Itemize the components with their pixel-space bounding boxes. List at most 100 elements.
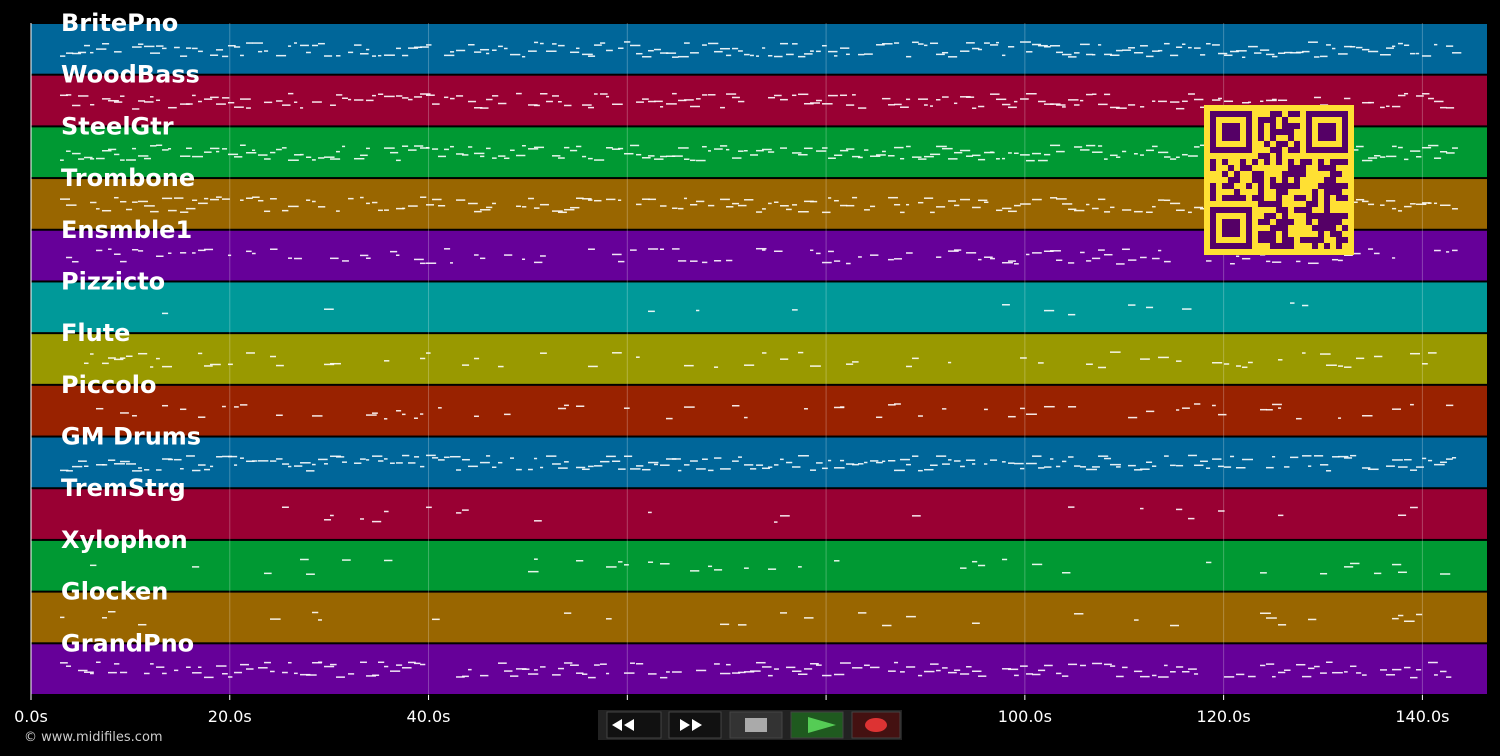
note xyxy=(180,252,187,254)
qr-cell xyxy=(1288,135,1294,141)
note xyxy=(348,197,354,200)
note xyxy=(168,458,174,461)
note xyxy=(708,42,719,45)
note xyxy=(534,520,542,522)
note xyxy=(66,52,74,54)
note xyxy=(1176,46,1183,48)
note xyxy=(390,151,399,154)
note xyxy=(1008,260,1016,262)
note xyxy=(360,53,369,55)
note xyxy=(738,204,747,207)
note xyxy=(924,44,928,47)
note xyxy=(468,100,477,103)
note xyxy=(834,560,840,562)
note xyxy=(1026,413,1037,415)
note xyxy=(1140,45,1148,47)
qr-cell xyxy=(1282,171,1288,177)
note xyxy=(462,364,470,366)
note xyxy=(1116,156,1121,158)
note xyxy=(1176,464,1184,467)
qr-cell xyxy=(1294,111,1300,117)
note xyxy=(1122,248,1130,251)
qr-cell xyxy=(1288,123,1294,129)
note xyxy=(648,461,659,464)
stop-button[interactable] xyxy=(729,711,783,739)
note xyxy=(372,201,378,204)
note xyxy=(546,50,557,52)
note xyxy=(1020,407,1025,410)
qr-cell xyxy=(1330,213,1336,219)
note xyxy=(216,49,224,51)
note xyxy=(246,197,253,199)
note xyxy=(120,460,130,463)
note xyxy=(246,460,255,463)
note xyxy=(594,664,600,666)
note xyxy=(774,94,782,97)
note xyxy=(972,560,978,563)
note xyxy=(708,565,713,568)
play-button[interactable] xyxy=(790,711,844,739)
note xyxy=(1200,106,1205,109)
note xyxy=(96,661,101,664)
note xyxy=(924,670,935,673)
note xyxy=(1104,253,1113,256)
note xyxy=(846,262,851,265)
note xyxy=(312,101,322,103)
note xyxy=(1398,514,1407,517)
note xyxy=(1392,668,1402,671)
rewind-button[interactable] xyxy=(606,711,662,739)
note xyxy=(798,566,802,568)
note xyxy=(1434,43,1438,46)
note xyxy=(720,672,731,675)
note xyxy=(1008,106,1017,109)
note xyxy=(1440,670,1447,673)
note xyxy=(876,44,885,46)
note xyxy=(1110,463,1121,466)
fast-forward-button[interactable] xyxy=(668,711,722,739)
note xyxy=(828,197,832,199)
note xyxy=(1020,98,1029,100)
note xyxy=(456,199,466,201)
note xyxy=(972,463,976,465)
note xyxy=(894,42,900,44)
note xyxy=(1434,674,1438,676)
note xyxy=(1290,52,1301,54)
qr-cell xyxy=(1252,159,1258,165)
note xyxy=(1260,572,1267,574)
note xyxy=(714,457,722,459)
note xyxy=(270,198,277,200)
qr-cell xyxy=(1300,159,1306,165)
note xyxy=(114,51,122,53)
note xyxy=(492,466,497,469)
note xyxy=(738,671,746,674)
note xyxy=(780,458,784,461)
note xyxy=(150,145,157,147)
note xyxy=(180,211,189,213)
note xyxy=(420,465,425,468)
note xyxy=(474,152,485,155)
note xyxy=(1446,458,1453,460)
note xyxy=(390,670,401,672)
note xyxy=(468,668,472,671)
note xyxy=(228,363,233,366)
note xyxy=(1002,207,1012,210)
note xyxy=(504,413,511,416)
note xyxy=(1044,309,1055,312)
note xyxy=(282,147,287,149)
note xyxy=(264,50,269,52)
note xyxy=(858,53,865,56)
note xyxy=(558,157,565,159)
note xyxy=(114,101,123,103)
note xyxy=(396,207,405,210)
note xyxy=(906,98,911,101)
record-button[interactable] xyxy=(851,711,901,739)
note xyxy=(984,201,989,204)
note xyxy=(1086,468,1097,471)
qr-cell xyxy=(1312,243,1318,249)
note xyxy=(1176,409,1180,411)
note xyxy=(1026,462,1037,465)
note xyxy=(588,465,594,468)
note xyxy=(1176,156,1180,159)
note xyxy=(726,148,730,151)
note xyxy=(162,312,169,315)
